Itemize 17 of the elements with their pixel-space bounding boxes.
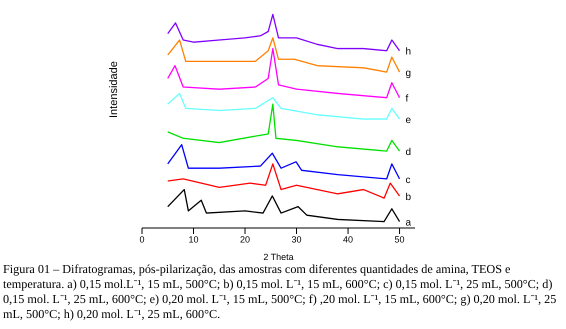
text: Figura 01 – Difratogramas, pós-pilarização, das amostras com diferentes quantidades de amina, TEOS e temperatura. a) 0,15 mol.L⁻¹, 15 mL, 500°C; b) 0,15 mol. L⁻¹, 15 mL, 600°C; c) 0,15 mol. L⁻¹, 25 mL, 500°C; d) 0,15 mol. L⁻¹, 25 mL, 600°C; e) 0,20 mol. L⁻¹, 15 mL, 500°C; f) ,20 mol. L⁻¹, 15 mL, 600°C; g) 0,20 mol. L⁻¹, 25 mL, 500°C; h) 0,20 mol. L⁻¹, 25 mL, 600°C.	[3, 262, 558, 322]
y-axis-title: Intensidade	[108, 61, 120, 118]
series-label: d	[406, 147, 412, 158]
x-tick-label: 20	[240, 234, 250, 244]
series-label: h	[406, 46, 412, 58]
series-label: a	[406, 218, 412, 229]
x-tick-label: 0	[139, 234, 145, 244]
x-tick-label: 40	[343, 234, 354, 244]
series-label: f	[406, 94, 409, 105]
x-axis-title: 2 Theta	[263, 252, 294, 262]
series-label: e	[406, 115, 412, 126]
x-tick-label: 30	[292, 234, 302, 244]
series-label: c	[406, 174, 411, 186]
x-tick-label: 10	[188, 234, 199, 244]
series-label: g	[406, 68, 412, 80]
series-label: b	[406, 192, 412, 203]
x-tick-label: 50	[394, 234, 405, 244]
